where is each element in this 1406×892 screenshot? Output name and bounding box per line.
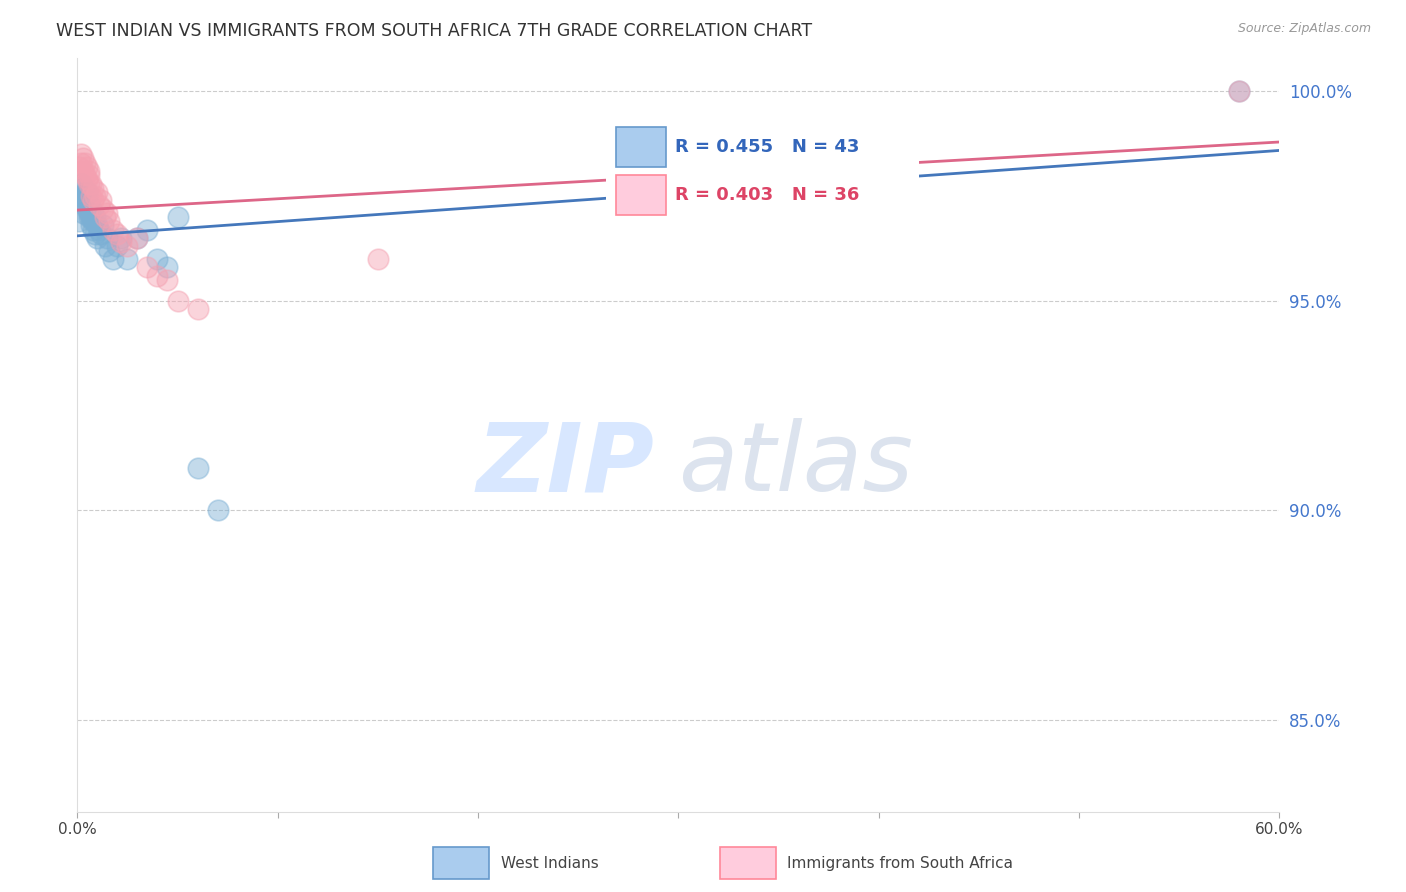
Point [110,231,132,245]
Point [82,194,104,208]
Point [107,239,129,253]
Bar [433,847,489,879]
Point [72,181,94,195]
Text: ZIP: ZIP [477,418,654,511]
Point [67,160,90,174]
Point [156,260,179,275]
Point [84,189,107,203]
Point [80,189,103,203]
Point [79,168,101,182]
Text: atlas: atlas [679,418,914,511]
Point [86,219,108,233]
Point [76,202,98,216]
Point [93,219,115,233]
Point [94,210,117,224]
Point [70,155,93,169]
Point [1229,85,1251,99]
Bar [720,847,776,879]
Point [76,160,98,174]
Point [107,227,129,241]
Point [117,252,139,266]
Point [127,231,149,245]
Point [79,164,101,178]
Point [80,177,103,191]
Point [80,219,103,233]
Text: Immigrants from South Africa: Immigrants from South Africa [787,855,1014,871]
Point [96,231,118,245]
Point [166,210,188,224]
Point [72,164,94,178]
Point [146,268,169,283]
Point [187,461,209,475]
Point [80,210,103,224]
Point [136,222,159,236]
Point [1229,85,1251,99]
Point [75,185,97,199]
Text: Source: ZipAtlas.com: Source: ZipAtlas.com [1237,22,1371,36]
Text: R = 0.455   N = 43: R = 0.455 N = 43 [675,137,859,156]
Point [70,189,93,203]
Point [117,239,139,253]
Point [90,227,112,241]
Point [79,177,101,191]
Point [82,222,104,236]
Bar [616,127,665,167]
Point [75,189,97,203]
Point [367,252,389,266]
Point [72,206,94,220]
Point [80,202,103,216]
Point [72,152,94,166]
Point [76,172,98,186]
Point [79,197,101,211]
Point [110,235,132,250]
Point [103,222,125,236]
Point [86,231,108,245]
Point [96,206,118,220]
Text: WEST INDIAN VS IMMIGRANTS FROM SOUTH AFRICA 7TH GRADE CORRELATION CHART: WEST INDIAN VS IMMIGRANTS FROM SOUTH AFR… [56,22,813,40]
Point [70,177,93,191]
Point [79,206,101,220]
Point [127,231,149,245]
Point [187,302,209,317]
Point [207,503,229,517]
Point [166,293,188,308]
Point [103,252,125,266]
Point [76,194,98,208]
Point [75,155,97,169]
Point [89,222,111,236]
Point [75,197,97,211]
Point [84,210,107,224]
Point [98,244,121,258]
Point [75,168,97,182]
Point [79,210,101,224]
Point [94,239,117,253]
Point [70,147,93,161]
Point [82,206,104,220]
Point [84,227,107,241]
Point [82,181,104,195]
Point [90,194,112,208]
Point [156,273,179,287]
Point [98,214,121,228]
Bar [616,175,665,215]
Text: West Indians: West Indians [501,855,599,871]
Point [82,214,104,228]
Point [93,202,115,216]
Point [72,194,94,208]
Point [146,252,169,266]
Point [67,214,90,228]
Text: R = 0.403   N = 36: R = 0.403 N = 36 [675,186,859,204]
Point [76,185,98,199]
Point [86,185,108,199]
Point [136,260,159,275]
Point [89,197,111,211]
